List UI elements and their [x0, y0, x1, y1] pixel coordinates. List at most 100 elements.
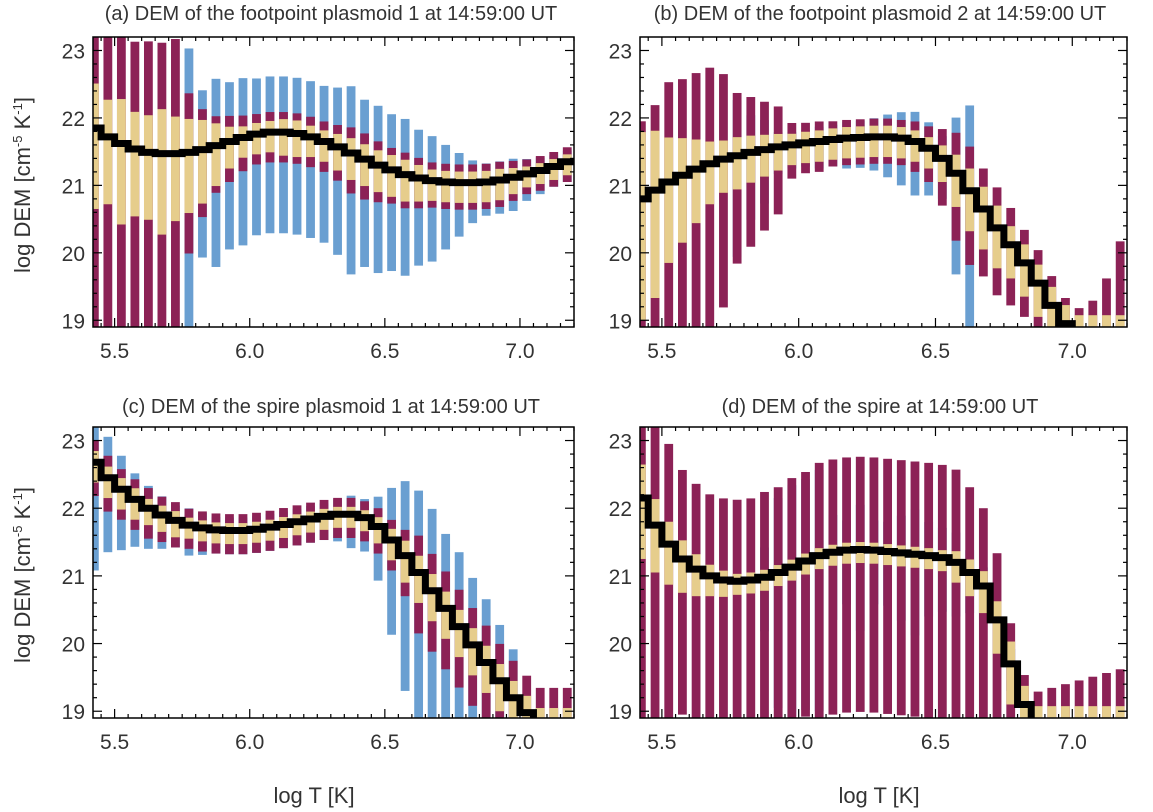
x-tick-label: 7.0 [505, 731, 534, 754]
outer-error-bar [828, 459, 838, 715]
inner-error-bar [1047, 706, 1057, 718]
inner-error-bar [184, 118, 194, 214]
inner-error-bar [387, 528, 396, 561]
inner-error-bar [855, 126, 865, 158]
x-tick-label: 6.0 [784, 731, 813, 754]
axis-ticks [640, 427, 1128, 718]
y-tick-label: 21 [609, 175, 632, 198]
panel-b: 5.5 6.0 6.5 7.0 19 20 21 22 23 (b) DEM of the foo… [609, 3, 1128, 363]
inner-error-bar [198, 119, 207, 204]
outer-error-bar [1061, 684, 1070, 718]
inner-error-bar [225, 126, 234, 169]
plot-frame [92, 36, 575, 328]
inner-error-bar [454, 171, 464, 203]
inner-error-bar [1047, 286, 1057, 327]
x-axis-label-right: log T [K] [838, 783, 919, 808]
y-tick-label: 23 [62, 431, 85, 454]
x-tick-label: 6.0 [235, 340, 264, 363]
inner-error-bar [522, 695, 532, 718]
outer-error-bar [1033, 691, 1043, 718]
plot-area [640, 67, 1125, 327]
dem-step-line [640, 133, 1076, 327]
outer-error-bar [965, 487, 975, 718]
outer-error-bar [937, 464, 947, 718]
x-tick-label: 6.5 [370, 731, 399, 754]
inner-error-bar [1033, 264, 1043, 317]
inner-error-bar [481, 170, 491, 203]
inner-error-bar [427, 574, 437, 622]
panel-title: (d) DEM of the spire at 14:59:00 UT [722, 396, 1039, 418]
outer-error-bar [705, 494, 715, 718]
inner-error-bar [746, 135, 756, 183]
y-tick-label: 23 [609, 431, 632, 454]
inner-error-bar [387, 155, 396, 197]
inner-error-bar [1102, 706, 1111, 718]
plot-area [640, 427, 1125, 718]
inner-error-bar [978, 186, 988, 250]
inner-error-bar [414, 555, 424, 603]
inner-error-bar [360, 144, 369, 187]
x-tick-label: 6.0 [784, 340, 813, 363]
inner-error-bar [992, 601, 1002, 654]
outer-error-bar [896, 460, 906, 716]
inner-error-bar [103, 99, 113, 205]
y-tick-label: 22 [609, 108, 632, 131]
inner-error-bar [842, 127, 851, 159]
inner-error-bar [279, 119, 288, 156]
outer-error-bar [842, 457, 851, 713]
inner-error-bar [814, 130, 824, 162]
outer-error-bar [1074, 680, 1084, 718]
outer-error-bar [719, 498, 728, 718]
x-tick-label: 5.5 [100, 340, 129, 363]
inner-error-bar [1074, 706, 1084, 718]
inner-error-bar [719, 140, 728, 193]
inner-error-bar [705, 564, 715, 597]
inner-error-bar [252, 122, 261, 155]
inner-error-bar [1115, 315, 1125, 327]
x-tick-label: 6.5 [921, 340, 950, 363]
inner-error-bar [265, 120, 275, 153]
outer-error-bar [869, 457, 879, 713]
y-tick-label: 20 [62, 634, 85, 657]
x-tick-label: 5.5 [100, 731, 129, 754]
panel-title: (b) DEM of the footpoint plasmoid 2 at 1… [654, 3, 1106, 25]
inner-error-bar [691, 139, 701, 224]
inner-error-bar [116, 478, 126, 510]
inner-error-bar [495, 168, 505, 201]
inner-error-bar [157, 109, 167, 235]
outer-error-bar [562, 687, 572, 718]
outer-error-bar [1102, 672, 1111, 718]
inner-error-bar [719, 570, 728, 597]
y-tick-label: 22 [62, 108, 85, 131]
x-tick-label: 5.5 [647, 340, 676, 363]
inner-error-bar [664, 137, 674, 263]
inner-error-bar [664, 521, 674, 585]
outer-error-bar [691, 483, 701, 718]
y-tick-label: 21 [62, 566, 85, 589]
dem-step-line [640, 494, 1035, 718]
inner-error-bar [171, 511, 180, 538]
y-tick-label: 22 [609, 498, 632, 521]
inner-error-bar [883, 125, 893, 158]
inner-error-bar [333, 133, 342, 171]
y-tick-label: 20 [609, 243, 632, 266]
panel-a: 5.5 6.0 6.5 7.0 19 20 21 22 23 (a) DEM of the foo… [62, 3, 575, 363]
inner-error-bar [535, 708, 545, 718]
inner-error-bar [441, 170, 451, 203]
inner-error-bar [562, 708, 572, 718]
panel-title: (c) DEM of the spire plasmoid 1 at 14:59… [122, 396, 540, 418]
inner-error-bar [130, 111, 140, 217]
y-tick-label: 21 [62, 175, 85, 198]
x-axis-label-left: log T [K] [273, 783, 354, 808]
inner-error-bar [400, 159, 410, 202]
inner-error-bar [773, 133, 783, 171]
inner-error-bar [801, 131, 810, 164]
outer-error-bar [1088, 676, 1098, 718]
inner-error-bar [468, 171, 478, 203]
inner-error-bar [549, 708, 559, 718]
inner-error-bar [441, 591, 451, 639]
inner-error-bar [103, 466, 113, 499]
axis-ticks [93, 37, 575, 327]
outer-error-bar [1115, 669, 1125, 718]
x-tick-label: 6.0 [235, 731, 264, 754]
